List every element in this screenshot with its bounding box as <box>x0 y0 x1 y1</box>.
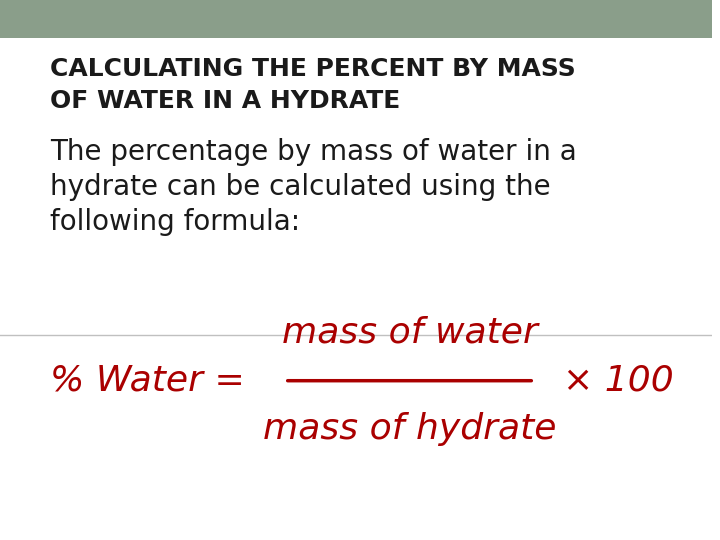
FancyBboxPatch shape <box>0 0 712 38</box>
Text: hydrate can be calculated using the: hydrate can be calculated using the <box>50 173 551 201</box>
Text: OF WATER IN A HYDRATE: OF WATER IN A HYDRATE <box>50 89 400 113</box>
Text: mass of water: mass of water <box>282 315 537 349</box>
Text: mass of hydrate: mass of hydrate <box>263 413 557 446</box>
Text: CALCULATING THE PERCENT BY MASS: CALCULATING THE PERCENT BY MASS <box>50 57 575 80</box>
Text: × 100: × 100 <box>562 364 673 397</box>
Text: following formula:: following formula: <box>50 208 300 236</box>
Text: The percentage by mass of water in a: The percentage by mass of water in a <box>50 138 577 166</box>
Text: % Water =: % Water = <box>50 364 256 397</box>
